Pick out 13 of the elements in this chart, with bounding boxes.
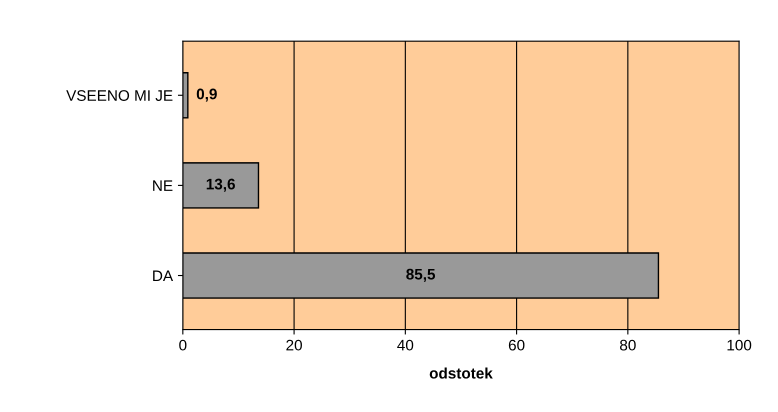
x-axis-title: odstotek [430, 367, 493, 379]
x-tick-label: 80 [620, 340, 636, 351]
y-tick-label: NE [153, 180, 172, 191]
x-tick-label: 40 [397, 340, 414, 351]
x-tick-label: 60 [508, 340, 524, 351]
x-tick-label: 0 [179, 340, 186, 351]
y-tick-label: VSEENO MI JE [66, 90, 172, 101]
x-tick-label: 100 [728, 340, 752, 351]
y-tick-label: DA [153, 270, 174, 282]
x-tick-label: 20 [286, 340, 302, 351]
data-label: 13,6 [206, 178, 235, 192]
data-label: 0,9 [196, 88, 217, 102]
data-label: 85,5 [406, 268, 436, 282]
